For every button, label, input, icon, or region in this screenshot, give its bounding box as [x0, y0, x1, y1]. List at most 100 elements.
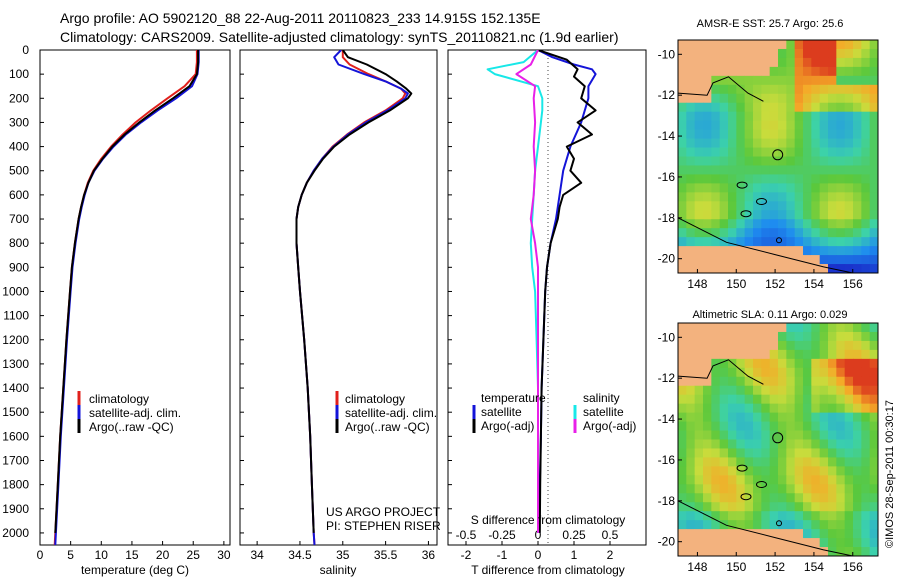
map-cell	[869, 57, 879, 68]
map-cell	[719, 219, 729, 229]
map-cell	[778, 111, 787, 122]
map-cell	[703, 75, 712, 86]
map-cell	[728, 201, 737, 211]
map-cell	[811, 448, 821, 458]
map-cell	[786, 156, 796, 166]
map-cell	[686, 331, 696, 342]
profile-line-climatology	[53, 50, 198, 545]
map-cell	[736, 457, 746, 467]
map-cell	[703, 331, 712, 342]
map-cell	[719, 201, 729, 211]
map-cell	[753, 246, 762, 256]
map-cell	[786, 412, 796, 422]
map-cell	[861, 538, 871, 548]
s-tick-label: 0.25	[562, 528, 586, 542]
map-cell	[778, 264, 787, 274]
map-cell	[786, 255, 796, 265]
map-cell	[744, 192, 754, 202]
map-cell	[753, 484, 762, 494]
map-cell	[844, 57, 854, 68]
map-cell	[853, 502, 862, 512]
map-cell	[778, 394, 787, 405]
map-cell	[719, 183, 729, 193]
map-cell	[761, 138, 771, 148]
map-cell	[769, 138, 779, 148]
reef-contour	[736, 464, 748, 472]
temperature-axes-frame	[39, 49, 231, 546]
map-cell	[853, 120, 862, 131]
map-cell	[711, 403, 721, 414]
legend-label-s-satellite: satellite	[583, 405, 624, 419]
map-cell	[744, 349, 754, 360]
map-cell	[819, 165, 829, 175]
map-cell	[811, 40, 821, 50]
map-cell	[686, 40, 696, 50]
map-cell	[836, 129, 846, 139]
map-cell	[828, 349, 837, 360]
map-cell	[836, 448, 846, 458]
map-cell	[719, 475, 729, 485]
map-cell	[711, 331, 721, 342]
map-cell	[753, 349, 762, 360]
map-cell	[794, 237, 804, 247]
depth-tick-label: 1700	[2, 453, 29, 467]
map-cell	[836, 255, 846, 265]
map-cell	[828, 93, 837, 104]
map-cell	[728, 323, 737, 333]
map-cell	[761, 421, 771, 431]
map-cell	[844, 138, 854, 148]
map-cell	[836, 156, 846, 166]
map-cell	[686, 264, 696, 274]
map-cell	[861, 165, 871, 175]
map-cell	[853, 210, 862, 220]
map-cell	[703, 412, 712, 422]
map-cell	[828, 331, 837, 342]
map-cell	[753, 174, 762, 184]
map-cell	[869, 48, 879, 59]
project-credit: US ARGO PROJECT	[326, 505, 441, 519]
map-cell	[794, 228, 804, 238]
map-cell	[828, 511, 837, 521]
map-cell	[828, 210, 837, 220]
map-cell	[678, 192, 687, 202]
map-cell	[811, 57, 821, 68]
map-cell	[728, 403, 737, 414]
map-cell	[778, 538, 787, 548]
map-cell	[736, 385, 746, 396]
map-cell	[836, 147, 846, 157]
map-cell	[719, 75, 729, 86]
map-cell	[861, 448, 871, 458]
map-cell	[719, 237, 729, 247]
map-cell	[761, 493, 771, 503]
map-cell	[769, 493, 779, 503]
map-cell	[778, 237, 787, 247]
map-cell	[844, 412, 854, 422]
map-cell	[678, 421, 687, 431]
map-cell	[736, 430, 746, 440]
map-cell	[836, 502, 846, 512]
map-cell	[703, 340, 712, 351]
map-cell	[711, 48, 721, 59]
map-cell	[778, 403, 787, 414]
map-cell	[811, 439, 821, 449]
map-cell	[769, 93, 779, 104]
map-cell	[819, 403, 829, 414]
map-cell	[753, 138, 762, 148]
map-cell	[819, 66, 829, 77]
map-cell	[869, 394, 879, 405]
map-cell	[678, 165, 687, 175]
map-cell	[836, 520, 846, 530]
map-cell	[828, 111, 837, 122]
map-cell	[803, 57, 812, 68]
legend-header-temperature: temperature	[481, 391, 546, 405]
map-cell	[811, 174, 821, 184]
map-cell	[711, 457, 721, 467]
map-cell	[811, 219, 821, 229]
map-cell	[786, 201, 796, 211]
map-cell	[861, 547, 871, 557]
map-cell	[753, 520, 762, 530]
map-cell	[703, 201, 712, 211]
map-cell	[694, 165, 704, 175]
lon-tick-label: 148	[687, 560, 707, 574]
map-cell	[736, 412, 746, 422]
